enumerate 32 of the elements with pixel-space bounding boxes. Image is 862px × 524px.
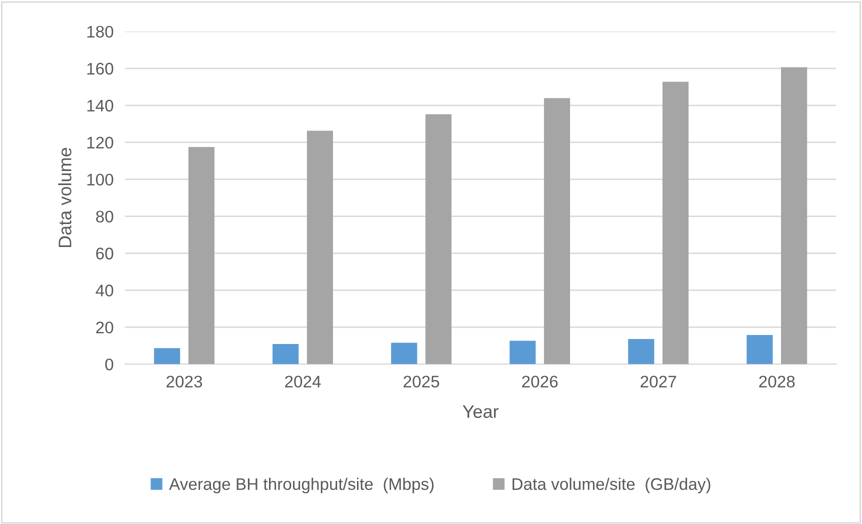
y-tick-label: 0 — [105, 358, 114, 370]
y-tick-label: 40 — [96, 284, 114, 296]
y-tick-label: 180 — [87, 26, 114, 38]
y-tick-label: 100 — [87, 174, 114, 186]
y-tick-label: 60 — [96, 248, 114, 260]
x-tick-label: 2025 — [404, 376, 440, 388]
bar — [781, 67, 808, 364]
y-tick-label: 80 — [96, 210, 114, 222]
bar — [510, 340, 536, 364]
bar — [306, 130, 333, 364]
y-tick-label: 160 — [87, 62, 114, 75]
x-axis-title: Year — [462, 405, 499, 418]
y-tick-label: 140 — [87, 100, 114, 112]
bar — [746, 334, 773, 364]
bar — [391, 342, 418, 364]
bar — [425, 114, 452, 364]
y-tick-label: 120 — [87, 136, 114, 149]
y-axis-title: Data volume — [58, 148, 72, 248]
bar — [154, 348, 180, 364]
y-tick-label: 20 — [96, 322, 114, 334]
bar — [544, 98, 570, 364]
x-tick-label: 2024 — [285, 376, 321, 388]
bar — [272, 344, 299, 364]
legend-label: Average BH throughput/site (Mbps) — [169, 478, 434, 494]
x-tick-label: 2023 — [166, 376, 202, 388]
bar — [628, 339, 654, 364]
x-tick-label: 2027 — [640, 376, 676, 388]
x-tick-label: 2026 — [522, 376, 558, 388]
bar — [188, 146, 214, 364]
legend-label: Data volume/site (GB/day) — [512, 478, 710, 494]
bar — [662, 82, 689, 364]
x-tick-label: 2028 — [759, 376, 795, 388]
